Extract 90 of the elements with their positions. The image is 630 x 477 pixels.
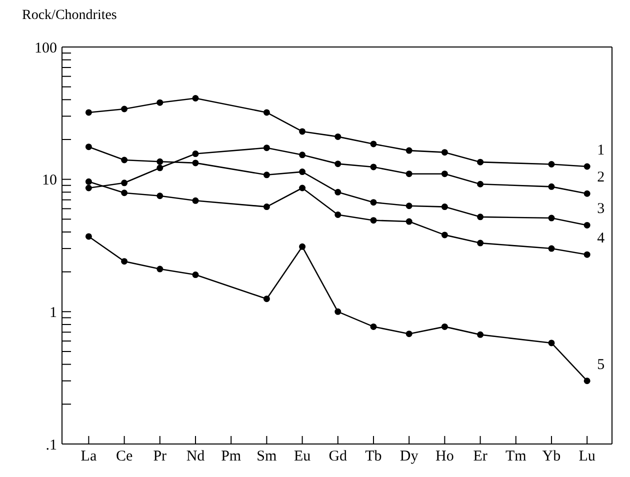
x-tick-label: Dy — [400, 448, 419, 465]
point — [192, 197, 199, 204]
x-tick-label: Ce — [116, 448, 133, 465]
point — [406, 330, 412, 338]
point — [584, 163, 590, 170]
series-label: 2 — [597, 170, 605, 186]
point — [263, 144, 270, 152]
x-tick-label: La — [80, 448, 97, 465]
point — [441, 149, 448, 156]
point — [477, 180, 484, 188]
point — [299, 243, 306, 250]
x-tick-label: Lu — [578, 448, 596, 465]
x-tick-label: Pr — [153, 448, 167, 465]
series-label: 1 — [597, 142, 605, 159]
point — [156, 192, 164, 200]
point — [334, 308, 342, 315]
x-tick-label: Nd — [186, 448, 206, 465]
point — [156, 99, 164, 106]
point — [548, 183, 555, 190]
point — [477, 240, 484, 246]
point — [85, 233, 92, 240]
point — [441, 323, 448, 330]
point — [85, 109, 92, 116]
point — [121, 180, 128, 186]
x-tick-label: Pm — [221, 448, 242, 465]
series-label: 3 — [597, 201, 605, 218]
point — [263, 296, 270, 302]
point — [370, 323, 377, 330]
point — [85, 144, 92, 150]
point — [299, 128, 306, 135]
point — [548, 245, 555, 252]
point — [334, 188, 342, 196]
point — [370, 164, 377, 170]
point — [156, 266, 164, 272]
x-tick-label: Er — [473, 448, 488, 465]
point — [441, 170, 448, 178]
point — [441, 232, 448, 238]
point — [263, 204, 270, 210]
point — [192, 160, 199, 166]
x-tick-label: Ho — [436, 448, 454, 465]
series-label: 5 — [597, 356, 605, 373]
point — [334, 133, 342, 140]
point — [299, 168, 306, 176]
point — [584, 378, 590, 384]
point — [584, 222, 590, 228]
point — [85, 178, 92, 185]
point — [192, 272, 199, 278]
x-tick-label: Eu — [294, 448, 312, 465]
point — [85, 184, 92, 192]
point — [548, 161, 555, 168]
point — [263, 172, 270, 178]
y-tick-label: .1 — [46, 437, 57, 454]
series-label: 4 — [597, 230, 606, 247]
x-tick-label: Tb — [365, 448, 382, 465]
point — [584, 251, 590, 258]
y-axis-title: Rock/Chondrites — [22, 8, 118, 25]
point — [192, 94, 199, 102]
point — [406, 170, 412, 178]
point — [334, 211, 342, 218]
point — [370, 140, 377, 148]
point — [477, 214, 484, 220]
point — [156, 164, 164, 172]
point — [192, 150, 199, 158]
point — [584, 190, 590, 197]
x-tick-label: Sm — [256, 448, 278, 465]
y-tick-label: 100 — [34, 40, 57, 56]
point — [406, 218, 412, 225]
point — [263, 109, 270, 116]
point — [156, 158, 164, 165]
x-tick-label: Gd — [328, 448, 348, 465]
y-tick-label: 10 — [42, 172, 57, 189]
point — [441, 204, 448, 210]
x-tick-label: Tm — [505, 448, 527, 465]
y-tick-label: 1 — [50, 304, 57, 321]
point — [477, 331, 484, 338]
x-tick-label: Yb — [542, 448, 561, 465]
point — [121, 156, 128, 164]
point — [548, 340, 555, 346]
point — [121, 106, 128, 112]
point — [370, 217, 377, 224]
point — [406, 147, 412, 154]
point — [121, 190, 128, 196]
point — [299, 152, 306, 158]
point — [370, 199, 377, 206]
point — [477, 158, 484, 166]
point — [334, 160, 342, 168]
point — [406, 202, 412, 210]
point — [299, 184, 306, 192]
point — [548, 214, 555, 222]
point — [121, 258, 128, 265]
